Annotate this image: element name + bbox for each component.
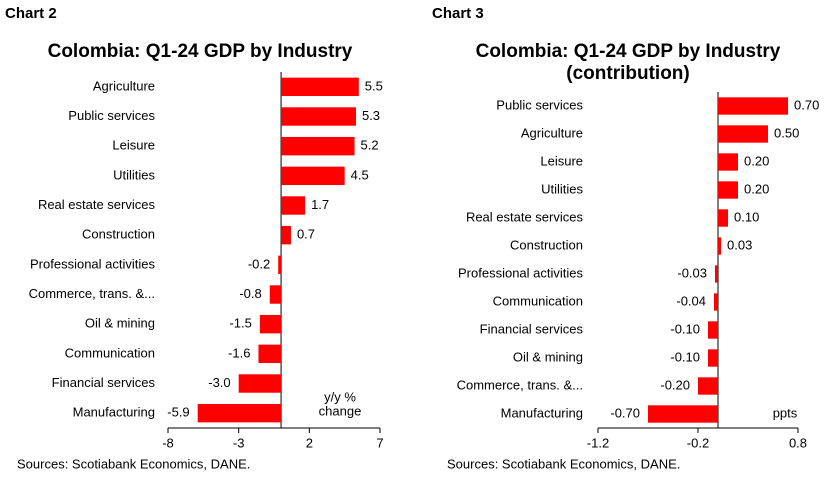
value-label: -0.10 (670, 321, 700, 336)
value-label: -1.5 (229, 316, 251, 331)
value-label: 0.03 (727, 237, 752, 252)
value-label: -0.8 (239, 286, 261, 301)
value-label: 0.70 (794, 97, 819, 112)
unit-label: ppts (773, 405, 798, 420)
bar (708, 349, 718, 367)
value-label: -3.0 (208, 375, 230, 390)
unit-label: change (319, 403, 362, 418)
chart-label: Chart 2 (5, 5, 57, 22)
value-label: 0.50 (774, 125, 799, 140)
category-label: Financial services (480, 321, 584, 336)
value-label: -1.6 (228, 345, 250, 360)
category-label: Commerce, trans. &... (457, 377, 583, 392)
value-label: 1.7 (311, 197, 329, 212)
category-label: Utilities (541, 181, 583, 196)
value-label: 0.20 (744, 181, 769, 196)
category-label: Agriculture (93, 78, 155, 93)
source: Sources: Scotiabank Economics, DANE. (17, 456, 250, 471)
bar (715, 265, 718, 283)
value-label: 0.20 (744, 153, 769, 168)
bar (718, 209, 728, 227)
value-label: -5.9 (167, 405, 189, 420)
value-label: -0.03 (677, 265, 707, 280)
bar (269, 285, 282, 304)
chart-title: Colombia: Q1-24 GDP by Industry (48, 41, 353, 62)
bar (281, 166, 345, 186)
unit-label: y/y % (324, 389, 356, 404)
category-label: Leisure (112, 138, 155, 153)
chart-title: Colombia: Q1-24 GDP by Industry (476, 41, 781, 62)
category-label: Construction (510, 237, 583, 252)
value-label: 4.5 (351, 167, 369, 182)
category-label: Oil & mining (513, 349, 583, 364)
value-label: -0.2 (248, 256, 270, 271)
bar (278, 255, 282, 275)
x-tick-label: 0.8 (789, 435, 807, 450)
category-label: Real estate services (38, 197, 156, 212)
bar (259, 314, 282, 334)
category-label: Public services (496, 97, 583, 112)
bar (718, 153, 738, 171)
bar (197, 403, 282, 423)
category-label: Communication (493, 293, 583, 308)
category-label: Construction (82, 227, 155, 242)
bar (718, 237, 721, 255)
bar (714, 293, 718, 311)
bar (238, 374, 282, 393)
bar (281, 136, 355, 156)
category-label: Agriculture (521, 125, 583, 140)
bar (708, 321, 718, 339)
bar (258, 344, 282, 364)
chart-label: Chart 3 (432, 5, 484, 22)
value-label: -0.10 (670, 349, 700, 364)
bar (718, 125, 768, 143)
x-tick-label: -0.2 (687, 435, 709, 450)
value-label: -0.70 (610, 405, 640, 420)
source: Sources: Scotiabank Economics, DANE. (447, 456, 680, 471)
bar (281, 225, 291, 245)
category-label: Financial services (52, 375, 156, 390)
x-tick-label: -8 (162, 435, 174, 450)
bar (698, 377, 718, 395)
bar (281, 107, 356, 126)
x-tick-label: 7 (376, 435, 383, 450)
value-label: -0.04 (676, 293, 706, 308)
category-label: Leisure (540, 153, 583, 168)
bar (718, 97, 788, 115)
category-label: Real estate services (466, 209, 584, 224)
chart-title: (contribution) (566, 63, 689, 84)
bar (281, 196, 306, 215)
category-label: Communication (65, 345, 155, 360)
category-label: Commerce, trans. &... (29, 286, 155, 301)
category-label: Manufacturing (73, 405, 155, 420)
value-label: -0.20 (660, 377, 690, 392)
x-tick-label: -1.2 (587, 435, 609, 450)
value-label: 0.7 (297, 227, 315, 242)
category-label: Professional activities (30, 256, 155, 271)
category-label: Oil & mining (85, 316, 155, 331)
x-tick-label: -3 (233, 435, 245, 450)
value-label: 5.5 (365, 78, 383, 93)
bar (281, 77, 359, 97)
bar (718, 181, 738, 199)
category-label: Professional activities (458, 265, 583, 280)
category-label: Utilities (113, 167, 155, 182)
x-tick-label: 2 (306, 435, 313, 450)
value-label: 5.3 (362, 108, 380, 123)
bar (648, 405, 718, 423)
category-label: Manufacturing (501, 405, 583, 420)
value-label: 0.10 (734, 209, 759, 224)
category-label: Public services (68, 108, 155, 123)
value-label: 5.2 (361, 138, 379, 153)
